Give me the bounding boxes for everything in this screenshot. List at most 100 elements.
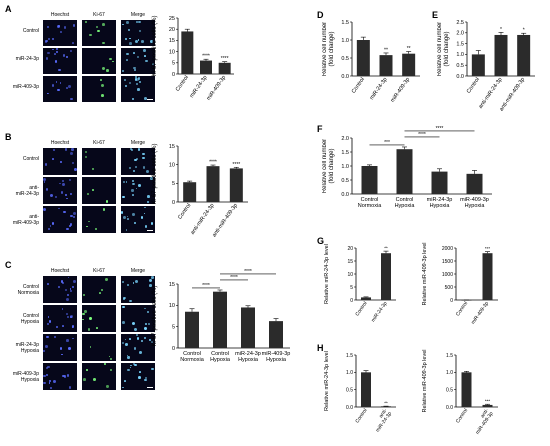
category-label-line: anti-miR-24-3p <box>478 77 504 110</box>
chart-d-cell-number: 0.0 0.5 1.0 1.5 Relative cell number(fold ch… <box>322 20 420 104</box>
nucleus-dot <box>60 31 63 33</box>
nucleus-dot <box>51 84 55 88</box>
y-tick-label: 2.0 <box>341 136 349 142</box>
micrograph-image <box>121 148 155 175</box>
nucleus-dot <box>112 60 114 63</box>
y-axis-label-line: Relative miR-24-3p level <box>324 351 330 411</box>
nucleus-dot <box>73 168 77 172</box>
nucleus-dot <box>58 68 61 72</box>
nucleus-dot <box>61 179 65 183</box>
nucleus-dot <box>55 48 59 51</box>
nucleus-dot <box>144 206 147 209</box>
significance-bracket-label: **** <box>202 283 210 289</box>
chart-g-mir409: 0 500 1000 1500 2000 Relative miR-409-3p leve… <box>422 243 498 326</box>
nucleus-dot <box>136 55 139 58</box>
bar <box>402 53 416 76</box>
chart-h-mir409: 0.0 0.5 1.0 1.5 Relative miR-409-3p level Con… <box>422 350 498 436</box>
nucleus-dot <box>84 310 88 314</box>
nucleus-dot <box>52 158 55 160</box>
nucleus-dot <box>151 340 154 344</box>
category-label-line: miR-24-3p <box>235 351 261 357</box>
category-label-line: Normoxia <box>180 357 204 363</box>
nucleus-dot <box>151 63 154 66</box>
nucleus-dot <box>68 347 71 351</box>
y-tick-label: 1.5 <box>341 20 349 26</box>
category-label: Control <box>455 408 469 425</box>
y-tick-label: 0.5 <box>456 63 464 69</box>
nucleus-dot <box>65 55 69 58</box>
nucleus-dot <box>43 181 46 183</box>
y-tick-label: 10 <box>347 272 353 278</box>
category-label: Control Normoxia <box>358 197 382 209</box>
nucleus-dot <box>45 188 49 192</box>
y-axis-label: Ki-67-positive cells (%) <box>152 285 158 346</box>
y-axis-label-line: Ki-67-positive cells (%) <box>152 143 158 204</box>
nucleus-dot <box>150 177 154 180</box>
nucleus-dot <box>45 41 48 44</box>
nucleus-dot <box>82 313 85 316</box>
nucleus-dot <box>143 327 147 330</box>
nucleus-dot <box>44 163 48 166</box>
y-tick-label: 5 <box>350 285 353 291</box>
category-label-line: Hypoxia <box>430 203 451 209</box>
nucleus-dot <box>109 57 113 61</box>
nucleus-dot <box>70 315 74 319</box>
y-tick-label: 0 <box>172 200 175 206</box>
nucleus-dot <box>136 78 139 81</box>
category-label-line: miR-24-3p <box>427 197 453 203</box>
nucleus-dot <box>64 288 67 291</box>
chart-h-mir24: 0.0 0.5 1.0 1.5 Relative miR-24-3p level Cont… <box>324 351 396 433</box>
nucleus-dot <box>66 374 70 377</box>
nucleus-dot <box>126 20 129 24</box>
nucleus-dot <box>140 216 144 219</box>
bar <box>517 34 531 76</box>
significance-bracket-label: **** <box>230 275 238 281</box>
nucleus-dot <box>146 194 150 198</box>
category-label-line: Normoxia <box>358 203 382 209</box>
nucleus-dot <box>133 182 136 185</box>
chart-b-ki67: 0 5 10 15 Ki-67-positive cells (%) Control ***… <box>152 143 248 238</box>
y-tick-label: 15 <box>169 38 175 44</box>
micrograph-image <box>121 177 155 204</box>
micrograph-image <box>82 334 116 361</box>
nucleus-dot <box>88 220 90 223</box>
category-label-line: Control <box>466 77 481 95</box>
nucleus-dot <box>139 350 143 354</box>
category-label: miR-409-3p <box>470 301 490 326</box>
category-label: Control <box>354 408 368 425</box>
nucleus-dot <box>56 50 59 54</box>
y-tick-label: 1.0 <box>446 370 453 376</box>
nucleus-dot <box>69 179 72 182</box>
nucleus-dot <box>129 37 132 40</box>
nucleus-dot <box>126 215 129 218</box>
nucleus-dot <box>69 289 72 292</box>
micrograph-row-label-a-0: Control <box>22 28 39 34</box>
micrograph-image <box>43 276 77 303</box>
panel-letter-f: F <box>317 124 323 134</box>
nucleus-dot <box>136 158 139 160</box>
nucleus-dot <box>105 200 109 203</box>
category-label: miR-409-3p <box>390 77 411 104</box>
nucleus-dot <box>92 189 94 191</box>
nucleus-dot <box>60 280 63 283</box>
nucleus-dot <box>54 336 57 339</box>
nucleus-dot <box>91 167 94 170</box>
micrograph-header-b-1: Ki-67 <box>93 140 105 146</box>
nucleus-dot <box>129 41 132 45</box>
micrograph-image <box>82 305 116 332</box>
nucleus-dot <box>65 87 68 90</box>
category-label: miR-24-3p Hypoxia <box>427 197 453 209</box>
nucleus-dot <box>137 39 140 41</box>
bar <box>379 55 393 76</box>
y-axis-label: Relative miR-409-3p level <box>422 243 428 306</box>
category-label-line: Control <box>183 351 201 357</box>
nucleus-dot <box>134 159 137 162</box>
nucleus-dot <box>122 386 124 389</box>
nucleus-dot <box>64 148 68 151</box>
category-label-line: miR-409-3p <box>460 197 489 203</box>
nucleus-dot <box>47 365 50 369</box>
micrograph-row-label-c-2: miR-24-3p Hypoxia <box>15 342 39 354</box>
micrograph-image <box>121 363 155 390</box>
nucleus-dot <box>150 222 154 225</box>
